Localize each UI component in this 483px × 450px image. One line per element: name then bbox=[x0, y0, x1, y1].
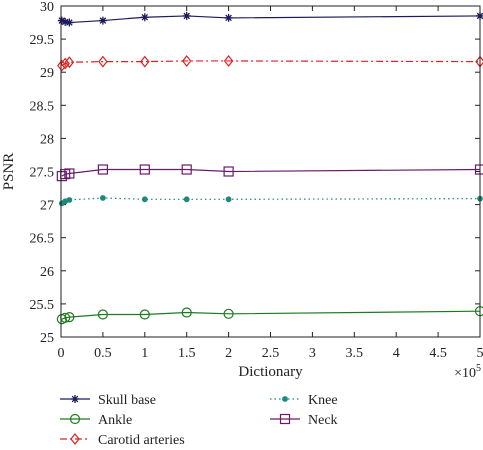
series-line-ankle bbox=[61, 310, 481, 320]
data-point-carotid-arteries bbox=[181, 54, 192, 67]
legend-marker-carotid-arteries bbox=[70, 433, 80, 445]
plot-frame bbox=[60, 5, 481, 338]
data-point-neck bbox=[223, 166, 234, 177]
y-tick-label: 28 bbox=[40, 132, 54, 147]
data-point-carotid-arteries bbox=[64, 56, 75, 69]
y-tick-label: 29 bbox=[40, 66, 54, 81]
data-point-carotid-arteries bbox=[60, 57, 70, 70]
data-point-knee bbox=[66, 197, 73, 203]
legend-label-neck: Neck bbox=[308, 413, 338, 428]
series-layer bbox=[56, 11, 483, 325]
series-line-skull-base bbox=[61, 15, 481, 24]
legend-entry-carotid-arteries: Carotid arteries bbox=[60, 433, 185, 448]
data-point-skull-base bbox=[182, 11, 191, 20]
y-tick-label: 29.5 bbox=[30, 33, 55, 48]
x-tick-label: 0.5 bbox=[94, 346, 112, 361]
legend-marker-knee bbox=[282, 396, 288, 402]
y-tick-label: 26.5 bbox=[30, 232, 55, 247]
legend-label-ankle: Ankle bbox=[98, 413, 132, 428]
data-point-neck bbox=[64, 168, 75, 179]
legend-marker-skull-base bbox=[71, 395, 79, 403]
legend-label-carotid-arteries: Carotid arteries bbox=[98, 433, 185, 448]
y-axis-label: PSNR bbox=[1, 153, 17, 191]
legend: Skull base Ankle Carotid arteries Knee Neck bbox=[60, 393, 338, 448]
series-line-neck bbox=[61, 168, 481, 177]
x-tick-label: 4 bbox=[393, 346, 400, 361]
data-point-neck bbox=[181, 164, 192, 175]
legend-label-skull-base: Skull base bbox=[98, 393, 156, 408]
data-point-carotid-arteries bbox=[57, 59, 67, 72]
x-tick-label: 2.5 bbox=[262, 346, 280, 361]
x-axis-multiplier-exponent: 5 bbox=[476, 363, 481, 374]
series-neck bbox=[56, 164, 483, 182]
data-point-neck bbox=[97, 164, 109, 175]
x-axis-multiplier-base: ×10 bbox=[454, 366, 476, 381]
data-point-skull-base bbox=[224, 13, 233, 22]
legend-entry-ankle: Ankle bbox=[60, 413, 132, 428]
data-point-ankle bbox=[181, 307, 192, 318]
series-line-knee bbox=[61, 197, 481, 204]
y-tick-label: 25 bbox=[40, 331, 54, 346]
x-axis-multiplier: ×105 bbox=[454, 363, 481, 381]
data-point-knee bbox=[225, 196, 232, 203]
data-point-skull-base bbox=[65, 18, 74, 27]
legend-label-knee: Knee bbox=[308, 393, 338, 408]
legend-entry-skull-base: Skull base bbox=[60, 393, 156, 408]
series-carotid-arteries bbox=[57, 54, 483, 72]
legend-entry-neck: Neck bbox=[270, 413, 338, 428]
data-point-ankle bbox=[64, 312, 75, 323]
data-point-carotid-arteries bbox=[140, 55, 150, 68]
data-point-carotid-arteries bbox=[98, 55, 108, 68]
data-point-skull-base bbox=[98, 16, 107, 25]
data-point-neck bbox=[139, 164, 150, 175]
axis-tick-labels: 0 0.5 1 1.5 2 2.5 3 3.5 4 4.5 5 25 25.5 26 26.5 27 27.5 2… bbox=[30, 0, 483, 361]
x-tick-label: 4.5 bbox=[429, 346, 447, 361]
data-point-skull-base bbox=[57, 16, 66, 25]
data-point-neck bbox=[56, 171, 67, 182]
x-tick-label: 1.5 bbox=[178, 346, 196, 361]
x-tick-label: 3.5 bbox=[346, 346, 364, 361]
series-skull-base bbox=[57, 11, 483, 27]
series-line-carotid-arteries bbox=[61, 60, 481, 67]
data-point-skull-base bbox=[61, 17, 70, 26]
x-tick-label: 5 bbox=[477, 346, 483, 361]
legend-marker-ankle bbox=[69, 413, 81, 425]
series-knee bbox=[58, 195, 483, 207]
y-tick-label: 27.5 bbox=[30, 166, 55, 181]
y-tick-label: 26 bbox=[40, 265, 54, 280]
data-point-knee bbox=[100, 195, 106, 201]
y-tick-label: 27 bbox=[40, 199, 54, 214]
y-tick-label: 30 bbox=[40, 0, 54, 15]
data-point-knee bbox=[141, 196, 148, 203]
x-tick-label: 3 bbox=[309, 346, 316, 361]
x-tick-label: 0 bbox=[58, 346, 65, 361]
x-axis-label: Dictionary bbox=[238, 364, 303, 380]
y-tick-label: 28.5 bbox=[30, 99, 55, 114]
legend-entry-knee: Knee bbox=[270, 393, 338, 408]
data-point-ankle bbox=[139, 309, 150, 320]
data-point-carotid-arteries bbox=[223, 54, 234, 67]
x-tick-label: 1 bbox=[141, 346, 148, 361]
data-point-skull-base bbox=[140, 13, 149, 22]
legend-marker-neck bbox=[279, 413, 291, 425]
data-point-knee bbox=[183, 196, 190, 203]
data-point-ankle bbox=[223, 308, 234, 319]
x-tick-label: 2 bbox=[225, 346, 232, 361]
y-tick-label: 25.5 bbox=[30, 298, 55, 313]
data-point-ankle bbox=[97, 309, 109, 320]
series-ankle bbox=[56, 306, 483, 325]
